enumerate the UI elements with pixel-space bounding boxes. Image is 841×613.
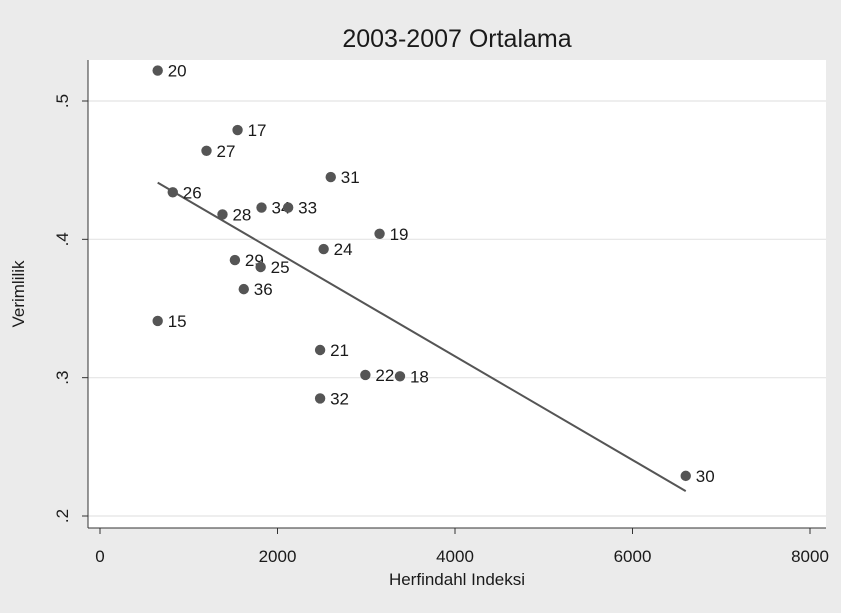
scatter-point [282, 202, 294, 213]
point-label: 19 [390, 225, 409, 244]
y-tick-label: .5 [53, 94, 72, 108]
x-tick-label: 0 [95, 547, 104, 566]
x-tick-label: 2000 [259, 547, 297, 566]
scatter-point [152, 315, 163, 327]
y-tick-label: .2 [53, 509, 72, 523]
x-axis-title: Herfindahl Indeksi [389, 570, 525, 589]
point-label: 18 [410, 367, 429, 386]
x-tick-label: 6000 [614, 547, 652, 566]
axes: .2 .3 .4 .5 0 2000 4000 6000 8000 [53, 60, 829, 566]
scatter-point [394, 371, 406, 382]
scatter-point [374, 228, 385, 239]
scatter-point [318, 243, 329, 255]
x-tick-label: 4000 [436, 547, 474, 566]
scatter-point [229, 254, 241, 266]
point-label: 33 [298, 199, 317, 218]
point-label: 26 [183, 183, 202, 202]
point-label: 36 [254, 280, 273, 299]
scatter-point [255, 261, 266, 273]
scatter-point [152, 65, 163, 76]
point-label: 30 [696, 467, 715, 486]
fit-line [157, 181, 687, 492]
point-label: 22 [375, 366, 394, 385]
scatter-point [256, 202, 267, 213]
plot-area [88, 60, 826, 528]
point-label: 21 [330, 341, 349, 360]
scatter-point [314, 344, 326, 356]
point-label: 17 [248, 121, 267, 140]
gridlines [88, 100, 826, 517]
scatter-point [232, 124, 243, 136]
x-tick-label: 8000 [791, 547, 829, 566]
point-label: 20 [168, 62, 187, 81]
scatter-point [314, 393, 326, 404]
point-label: 28 [232, 205, 251, 224]
scatter-point [201, 145, 212, 156]
scatter-point [167, 187, 178, 198]
scatter-point [325, 171, 336, 183]
point-label: 31 [341, 168, 360, 187]
fit-line-group [157, 181, 687, 492]
point-label: 25 [271, 258, 290, 277]
point-label: 15 [168, 312, 187, 331]
point-label: 24 [334, 240, 353, 259]
y-axis-title: Verimlilik [9, 260, 28, 328]
y-tick-label: .3 [53, 371, 72, 385]
scatter-point [680, 470, 691, 482]
scatter-point [360, 369, 371, 381]
scatter-point [238, 283, 249, 295]
point-label: 27 [217, 142, 236, 161]
point-label: 32 [330, 389, 349, 408]
chart-title: 2003-2007 Ortalama [342, 25, 571, 53]
scatter-point [217, 209, 228, 220]
y-tick-label: .4 [53, 232, 72, 246]
